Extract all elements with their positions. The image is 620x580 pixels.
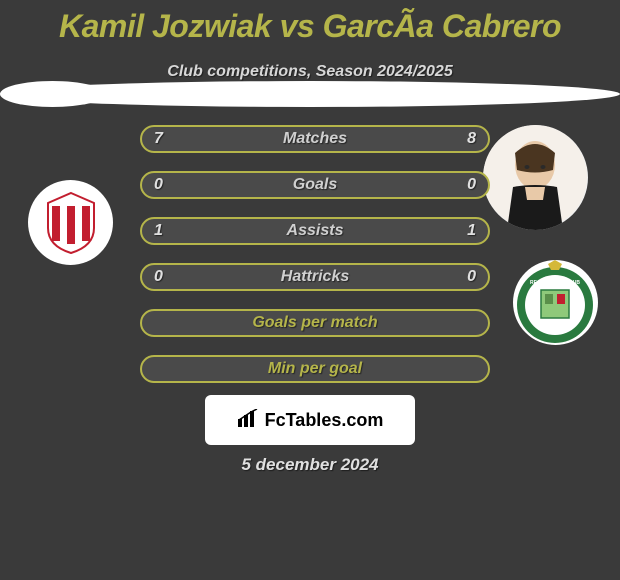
stat-label: Goals per match [252, 314, 377, 332]
avatar-placeholder-icon [0, 81, 105, 107]
club-badge-left [28, 180, 113, 265]
date-label: 5 december 2024 [241, 455, 378, 475]
fctables-text: FcTables.com [265, 410, 384, 431]
club-badge-right: REAL RACING CLUB [513, 260, 598, 345]
stat-row-goals-per-match: Goals per match [140, 309, 490, 337]
chart-icon [237, 409, 259, 432]
stat-value-right: 1 [467, 222, 476, 240]
player-right-avatar [483, 125, 588, 230]
stat-value-right: 0 [467, 268, 476, 286]
stat-row-hattricks: 0 Hattricks 0 [140, 263, 490, 291]
stat-value-right: 0 [467, 176, 476, 194]
stat-label: Hattricks [281, 268, 349, 286]
stat-label: Assists [287, 222, 344, 240]
stat-label: Goals [293, 176, 337, 194]
stat-value-left: 0 [154, 268, 163, 286]
stat-row-min-per-goal: Min per goal [140, 355, 490, 383]
player-face-icon [483, 125, 588, 230]
player-left-avatar [0, 81, 620, 107]
granada-crest-icon [36, 188, 106, 258]
stat-label: Matches [283, 130, 347, 148]
stat-row-matches: 7 Matches 8 [140, 125, 490, 153]
comparison-title: Kamil Jozwiak vs GarcÃa Cabrero [0, 0, 620, 45]
fctables-logo: FcTables.com [237, 409, 384, 432]
stat-value-left: 7 [154, 130, 163, 148]
stat-value-left: 1 [154, 222, 163, 240]
stat-value-right: 8 [467, 130, 476, 148]
racing-crest-icon: REAL RACING CLUB [513, 260, 598, 345]
stat-row-goals: 0 Goals 0 [140, 171, 490, 199]
svg-text:REAL RACING CLUB: REAL RACING CLUB [530, 280, 580, 286]
stat-value-left: 0 [154, 176, 163, 194]
fctables-attribution[interactable]: FcTables.com [205, 395, 415, 445]
season-subtitle: Club competitions, Season 2024/2025 [0, 63, 620, 81]
stat-row-assists: 1 Assists 1 [140, 217, 490, 245]
stat-label: Min per goal [268, 360, 362, 378]
stats-container: 7 Matches 8 0 Goals 0 1 Assists 1 0 Hatt… [140, 125, 490, 401]
